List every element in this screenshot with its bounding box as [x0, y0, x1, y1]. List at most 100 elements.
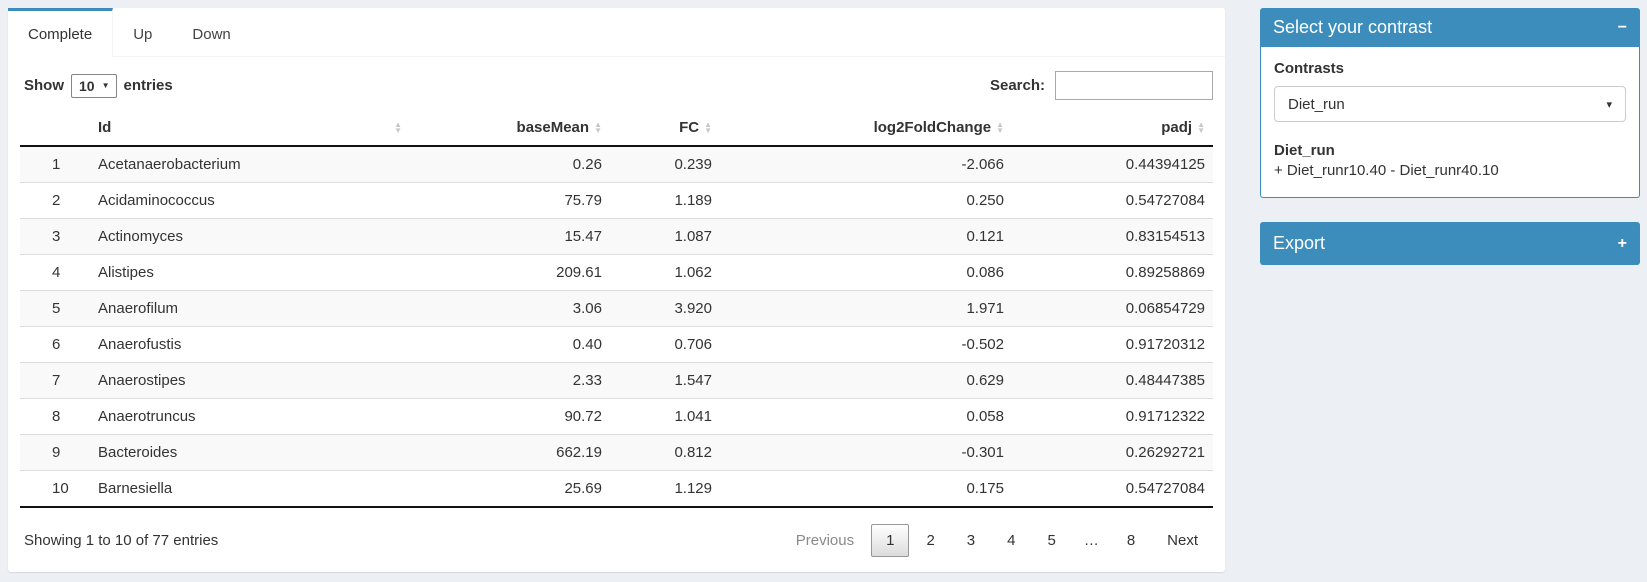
sidebar: Select your contrast − Contrasts Diet_ru… — [1260, 8, 1640, 289]
table-cell: 2.33 — [572, 372, 602, 389]
table-cell: 2 — [52, 192, 61, 209]
table-row[interactable]: 8 Anaerotruncus 90.72 1.041 0.058 0.91712322 — [20, 398, 1213, 435]
caret-down-icon: ▼ — [101, 81, 110, 90]
table-cell: 7 — [52, 372, 61, 389]
table-cell: 0.812 — [674, 444, 712, 461]
table-cell: Alistipes — [98, 264, 154, 281]
pagination-next-button[interactable]: Next — [1167, 532, 1198, 549]
tab-up[interactable]: Up — [133, 26, 153, 43]
tab-down[interactable]: Down — [192, 26, 231, 43]
table-cell: 25.69 — [564, 480, 602, 497]
export-box-title: Export — [1273, 233, 1326, 253]
table-row[interactable]: 2 Acidaminococcus 75.79 1.189 0.250 0.5472708… — [20, 182, 1213, 219]
table-row[interactable]: 1 Acetanaerobacterium 0.26 0.239 -2.066 0.443… — [20, 146, 1213, 183]
table-cell: 0.83154513 — [1125, 228, 1205, 245]
contrast-select[interactable]: Diet_run ▾ — [1274, 86, 1626, 122]
pagination-page-button[interactable]: 1 — [871, 524, 910, 557]
table-cell: 3.920 — [674, 300, 712, 317]
tab-complete[interactable]: Complete — [8, 8, 114, 57]
entries-select-value: 10 — [79, 77, 95, 94]
results-table: Id ▲ ▼ baseMean ▲ ▼ FC — [20, 112, 1213, 508]
pagination-page-button[interactable]: 4 — [1007, 532, 1016, 549]
column-header-padj[interactable]: padj ▲ ▼ — [1012, 112, 1213, 147]
table-cell: 209.61 — [556, 264, 602, 281]
table-cell: 3.06 — [572, 300, 602, 317]
column-label: padj — [1161, 119, 1193, 136]
contrast-box: Select your contrast − Contrasts Diet_ru… — [1260, 8, 1640, 198]
table-info: Showing 1 to 10 of 77 entries — [24, 532, 219, 549]
table-row[interactable]: 3 Actinomyces 15.47 1.087 0.121 0.83154513 — [20, 218, 1213, 255]
table-cell: Anaerostipes — [98, 372, 186, 389]
table-cell: 0.06854729 — [1125, 300, 1205, 317]
column-header-basemean[interactable]: baseMean ▲ ▼ — [410, 112, 610, 147]
table-cell: 0.26 — [572, 156, 602, 173]
table-cell: Barnesiella — [98, 480, 173, 497]
table-row[interactable]: 7 Anaerostipes 2.33 1.547 0.629 0.48447385 — [20, 362, 1213, 399]
tab-bar: Complete Up Down — [8, 8, 1225, 57]
table-cell: Anaerofustis — [98, 336, 182, 353]
table-cell: -0.301 — [961, 444, 1004, 461]
expand-icon[interactable]: + — [1617, 234, 1627, 252]
pagination-page-button[interactable]: 5 — [1047, 532, 1056, 549]
table-cell: 0.91720312 — [1125, 336, 1205, 353]
table-cell: 4 — [52, 264, 61, 281]
table-cell: 90.72 — [564, 408, 602, 425]
table-cell: -0.502 — [961, 336, 1004, 353]
contrast-box-header: Select your contrast − — [1260, 8, 1640, 47]
entries-select[interactable]: 10 ▼ — [71, 73, 117, 98]
sort-icon: ▲ ▼ — [996, 119, 1004, 135]
contrast-formula: + Diet_runr10.40 - Diet_runr40.10 — [1274, 162, 1499, 179]
search-input[interactable] — [1055, 71, 1213, 100]
table-cell: 1.189 — [674, 192, 712, 209]
table-cell: 10 — [52, 480, 69, 497]
table-row[interactable]: 9 Bacteroides 662.19 0.812 -0.301 0.26292721 — [20, 434, 1213, 471]
search-area: Search: — [990, 71, 1213, 100]
table-row[interactable]: 10 Barnesiella 25.69 1.129 0.175 0.54727084 — [20, 470, 1213, 508]
table-cell: Anaerotruncus — [98, 408, 196, 425]
column-header-id[interactable]: Id ▲ ▼ — [90, 112, 410, 147]
table-cell: 0.44394125 — [1125, 156, 1205, 173]
sort-icon: ▲ ▼ — [1197, 119, 1205, 135]
table-cell: 0.54727084 — [1125, 480, 1205, 497]
table-cell: 0.058 — [966, 408, 1004, 425]
table-cell: 662.19 — [556, 444, 602, 461]
table-cell: 75.79 — [564, 192, 602, 209]
table-cell: 0.40 — [572, 336, 602, 353]
column-label: baseMean — [516, 119, 590, 136]
table-cell: Bacteroides — [98, 444, 178, 461]
table-cell: 8 — [52, 408, 61, 425]
pagination-page-button[interactable]: 8 — [1126, 532, 1136, 549]
table-cell: Acidaminococcus — [98, 192, 215, 209]
table-cell: 15.47 — [564, 228, 602, 245]
table-cell: 0.629 — [966, 372, 1004, 389]
pagination: Previous 1 2 3 4 5 … 8 Next — [779, 524, 1213, 557]
table-cell: 1.062 — [674, 264, 712, 281]
collapse-icon[interactable]: − — [1617, 18, 1627, 36]
table-cell: 0.54727084 — [1125, 192, 1205, 209]
table-cell: 1.041 — [674, 408, 712, 425]
results-panel: Complete Up Down Show 10 ▼ entries Searc… — [8, 8, 1225, 572]
table-cell: 1.547 — [674, 372, 712, 389]
table-cell: 0.121 — [966, 228, 1004, 245]
pagination-page-button[interactable]: 2 — [926, 532, 935, 549]
table-cell: Actinomyces — [98, 228, 184, 245]
table-cell: -2.066 — [961, 156, 1004, 173]
table-row[interactable]: 4 Alistipes 209.61 1.062 0.086 0.89258869 — [20, 254, 1213, 291]
length-menu: Show 10 ▼ entries — [24, 73, 173, 98]
table-row[interactable]: 6 Anaerofustis 0.40 0.706 -0.502 0.91720312 — [20, 326, 1213, 363]
table-cell: 1.971 — [966, 300, 1004, 317]
column-header-log2foldchange[interactable]: log2FoldChange ▲ ▼ — [720, 112, 1012, 147]
column-header-rownum — [20, 112, 90, 147]
table-row[interactable]: 5 Anaerofilum 3.06 3.920 1.971 0.06854729 — [20, 290, 1213, 327]
table-header-row: Id ▲ ▼ baseMean ▲ ▼ FC — [20, 112, 1213, 147]
pagination-page-button[interactable]: 3 — [966, 532, 976, 549]
pagination-previous-button[interactable]: Previous — [795, 532, 855, 549]
export-box: Export + — [1260, 222, 1640, 265]
sort-icon: ▲ ▼ — [704, 119, 712, 135]
table-cell: 0.48447385 — [1125, 372, 1205, 389]
column-header-fc[interactable]: FC ▲ ▼ — [610, 112, 720, 147]
table-cell: 0.086 — [966, 264, 1004, 281]
table-cell: 1 — [52, 156, 61, 173]
sort-icon: ▲ ▼ — [594, 119, 602, 135]
